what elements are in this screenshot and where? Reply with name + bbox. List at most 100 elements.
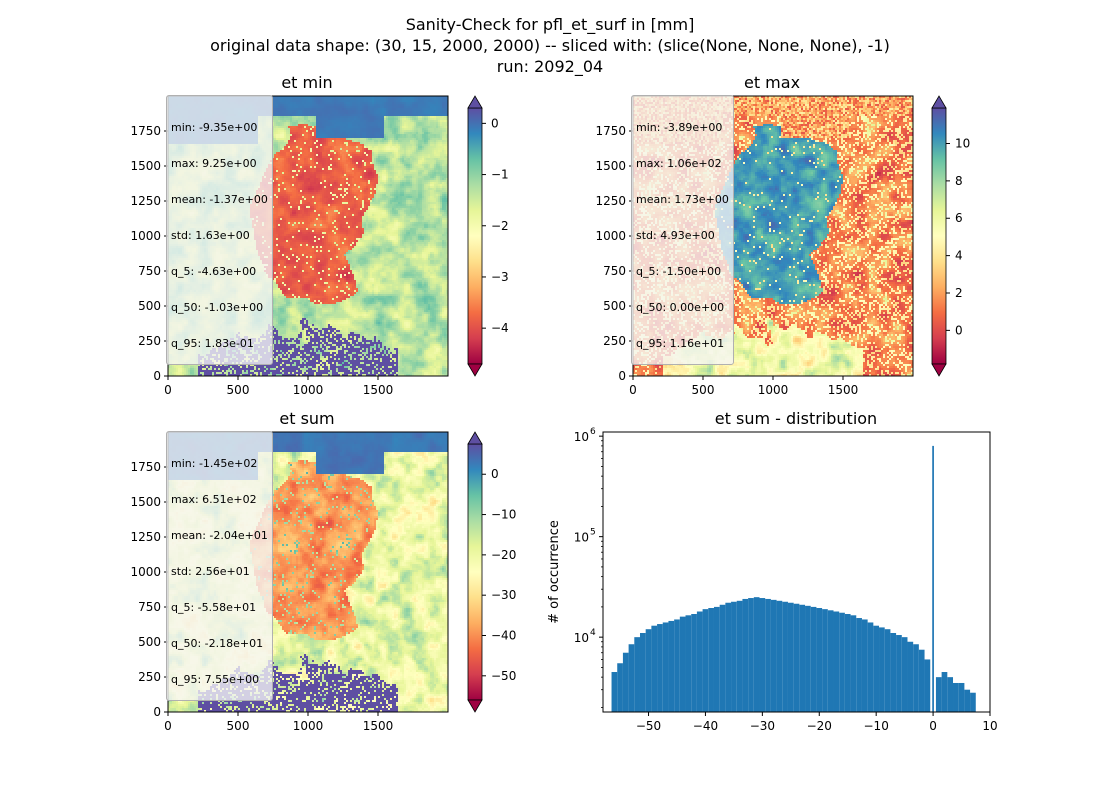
histogram-bar bbox=[628, 644, 635, 712]
stat-line: q_50: -1.03e+00 bbox=[171, 301, 264, 314]
x-tick-label: −10 bbox=[864, 719, 889, 733]
stat-line: q_5: -1.50e+00 bbox=[636, 265, 722, 278]
colorbar-tick-label: −4 bbox=[491, 321, 509, 335]
histogram-bar bbox=[622, 652, 629, 712]
x-tick-label: 10 bbox=[982, 719, 997, 733]
x-tick-label: −30 bbox=[750, 719, 775, 733]
x-tick-label: 0 bbox=[929, 719, 937, 733]
stat-line: std: 4.93e+00 bbox=[636, 229, 715, 242]
histogram-bar bbox=[901, 637, 908, 712]
stat-line: q_5: -4.63e+00 bbox=[171, 265, 257, 278]
x-tick-label: 1500 bbox=[828, 383, 859, 397]
histogram-bar bbox=[696, 611, 703, 712]
y-tick-label: 1250 bbox=[130, 530, 161, 544]
stat-line: mean: -2.04e+01 bbox=[171, 529, 268, 542]
histogram-bar bbox=[759, 598, 766, 712]
stat-line: max: 6.51e+02 bbox=[171, 493, 257, 506]
x-tick-label: −40 bbox=[693, 719, 718, 733]
x-tick-label: 1500 bbox=[363, 719, 394, 733]
stats-box-et-min: min: -9.35e+00 max: 9.25e+00 mean: -1.37… bbox=[166, 95, 273, 365]
stat-line: min: -3.89e+00 bbox=[636, 121, 723, 134]
histogram-bar bbox=[787, 602, 794, 712]
y-tick-label: 10 bbox=[574, 631, 589, 645]
histogram-bar bbox=[748, 598, 754, 712]
colorbar-tick-label: 0 bbox=[491, 116, 499, 130]
colorbar-tick-label: −1 bbox=[491, 168, 509, 182]
histogram-bar bbox=[816, 608, 823, 712]
histogram-ylabel: # of occurrence bbox=[547, 520, 562, 624]
x-tick-label: 1500 bbox=[363, 383, 394, 397]
y-tick-label: 0 bbox=[153, 705, 161, 719]
panel-title-et-sum-distribution: et sum - distribution bbox=[715, 409, 877, 428]
histogram-bar bbox=[958, 682, 965, 712]
stat-line: mean: -1.37e+00 bbox=[171, 193, 268, 206]
histogram-bar bbox=[719, 604, 726, 712]
stat-line: min: -9.35e+00 bbox=[171, 121, 258, 134]
colorbar-tick-label: 8 bbox=[955, 174, 963, 188]
colorbar-tick-label: −30 bbox=[491, 588, 516, 602]
stat-line: max: 1.06e+02 bbox=[636, 157, 722, 170]
stat-line: std: 1.63e+00 bbox=[171, 229, 250, 242]
colorbar-extend-max bbox=[467, 95, 483, 109]
x-tick-label: 500 bbox=[692, 383, 715, 397]
histogram-bar bbox=[896, 635, 902, 712]
colorbar-tick-label: −50 bbox=[491, 669, 516, 683]
histogram-bar bbox=[884, 629, 891, 712]
x-tick-label: 0 bbox=[629, 383, 637, 397]
histogram-bar bbox=[924, 659, 931, 712]
histogram-bar bbox=[657, 624, 663, 712]
suptitle-line-2: original data shape: (30, 15, 2000, 2000… bbox=[210, 36, 890, 55]
histogram-bar bbox=[708, 608, 714, 712]
y-tick-label: 1750 bbox=[130, 124, 161, 138]
histogram-bar bbox=[668, 620, 675, 712]
suptitle-line-1: Sanity-Check for pfl_et_surf in [mm] bbox=[406, 15, 695, 35]
histogram-bar bbox=[679, 616, 686, 712]
stat-line: mean: 1.73e+00 bbox=[636, 193, 729, 206]
histogram-bar bbox=[947, 677, 954, 712]
panel-title-et-max: et max bbox=[744, 73, 800, 92]
histogram-bar bbox=[935, 677, 942, 712]
y-tick-label: 1500 bbox=[130, 159, 161, 173]
histogram-bar bbox=[685, 615, 692, 712]
colorbar-et-sum: 0 −10 −20 −30 −40 −50 bbox=[467, 431, 516, 713]
histogram-bar bbox=[617, 663, 623, 712]
y-tick-label: 1000 bbox=[130, 565, 161, 579]
colorbar-tick-label: −20 bbox=[491, 548, 516, 562]
y-tick-label: 500 bbox=[138, 635, 161, 649]
histogram-bar bbox=[742, 598, 749, 712]
histogram-bar bbox=[907, 641, 914, 712]
histogram-bar bbox=[844, 613, 851, 712]
histogram-bar bbox=[765, 598, 771, 712]
y-tick-label: 500 bbox=[138, 299, 161, 313]
histogram-bar bbox=[856, 618, 862, 712]
histogram-bar bbox=[753, 597, 760, 712]
y-tick-label: 500 bbox=[603, 299, 626, 313]
histogram-bar bbox=[645, 629, 652, 712]
x-tick-label: 1000 bbox=[293, 383, 324, 397]
colorbar-tick-label: 0 bbox=[491, 467, 499, 481]
panel-title-et-min: et min bbox=[281, 73, 332, 92]
histogram-bar bbox=[776, 600, 783, 712]
colorbar-gradient bbox=[467, 443, 483, 701]
colorbar-tick-label: 10 bbox=[955, 137, 970, 151]
histogram-bar bbox=[782, 601, 788, 712]
colorbar-tick-label: 2 bbox=[955, 286, 963, 300]
x-tick-label: 500 bbox=[227, 719, 250, 733]
y-tick-label: 750 bbox=[138, 264, 161, 278]
y-tick-label: 1750 bbox=[130, 460, 161, 474]
y-tick-label: 250 bbox=[138, 670, 161, 684]
panel-title-et-sum: et sum bbox=[279, 409, 334, 428]
histogram-bar bbox=[736, 600, 743, 712]
colorbar-extend-min bbox=[467, 363, 483, 377]
histogram-bar bbox=[932, 445, 934, 712]
y-tick-label: 0 bbox=[618, 369, 626, 383]
histogram-bar bbox=[713, 606, 720, 712]
stat-line: q_50: -2.18e+01 bbox=[171, 637, 264, 650]
histogram-bar bbox=[918, 649, 925, 712]
colorbar-tick-label: −2 bbox=[491, 219, 509, 233]
histogram-bar bbox=[805, 605, 811, 712]
colorbar-et-min: 0 −1 −2 −3 −4 bbox=[467, 95, 509, 377]
histogram-bar bbox=[770, 599, 777, 712]
stat-line: q_95: 1.83e-01 bbox=[171, 337, 254, 350]
y-tick-label: 1750 bbox=[595, 124, 626, 138]
